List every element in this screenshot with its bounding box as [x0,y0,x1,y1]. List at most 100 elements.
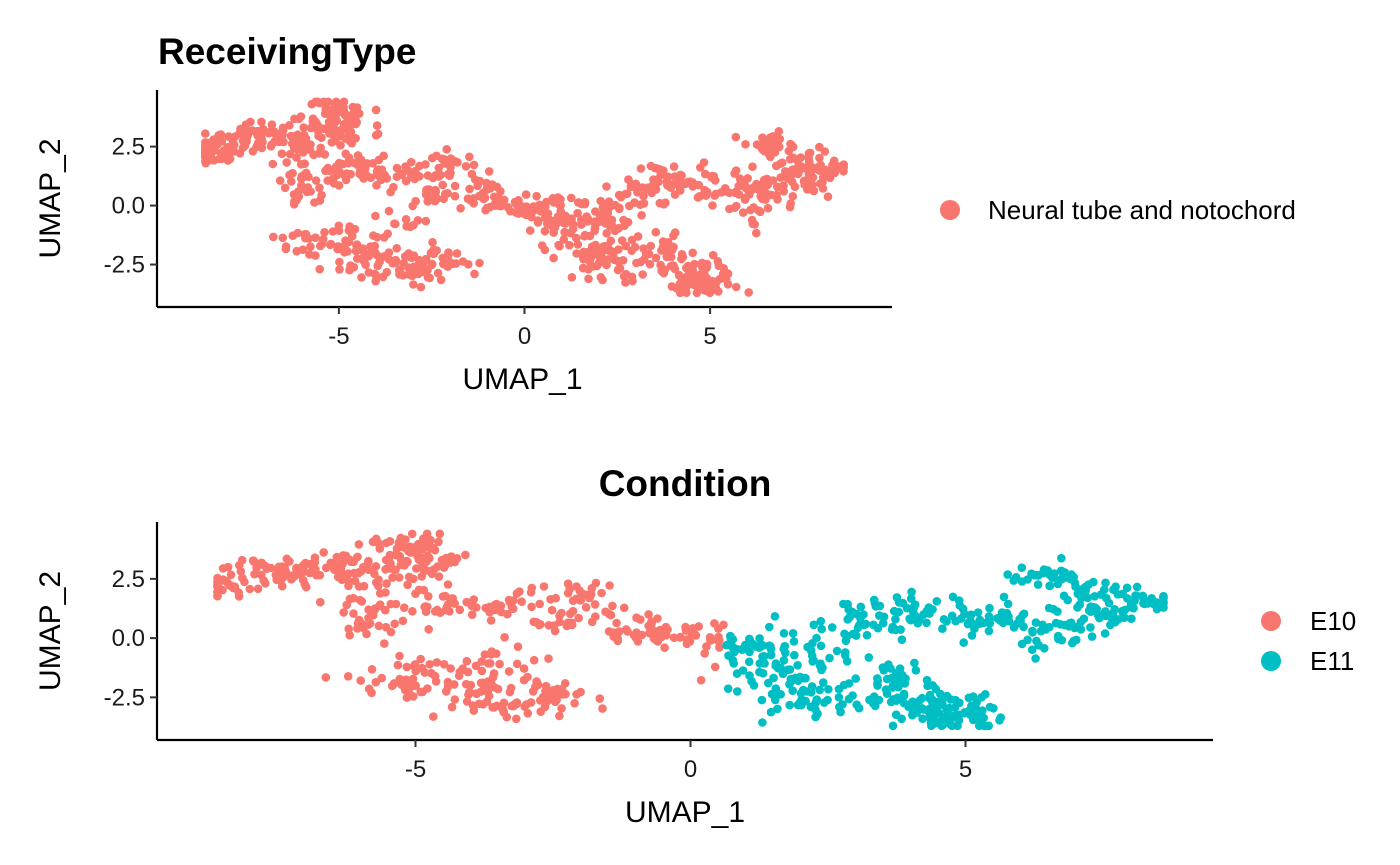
scatter-point [938,624,947,633]
scatter-point [689,279,699,289]
scatter-point [1023,575,1032,584]
scatter-point [434,537,443,547]
scatter-point [696,273,705,282]
scatter-point [417,572,427,581]
scatter-point [544,654,553,663]
scatter-point [266,563,276,573]
scatter-point [759,175,769,185]
scatter-point [711,189,721,199]
scatter-point [330,565,339,574]
scatter-point [236,124,245,134]
scatter-point [371,211,380,221]
scatter-point [598,275,607,285]
scatter-point [770,612,780,621]
scatter-point [343,672,353,681]
scatter-point [827,623,837,632]
scatter-point [832,163,842,173]
scatter-point [353,254,362,263]
scatter-point [288,168,297,178]
scatter-point [555,200,564,210]
scatter-point [550,697,560,707]
scatter-point [374,621,384,631]
scatter-point [793,661,802,670]
scatter-point [509,596,518,605]
scatter-point [395,551,405,561]
scatter-point [349,609,358,618]
scatter-point [766,152,775,162]
scatter-point [201,129,210,138]
scatter-point [758,718,767,727]
scatter-point [323,97,333,107]
scatter-point [425,660,435,669]
scatter-point [966,617,975,626]
scatter-point [835,702,844,712]
scatter-point [441,605,451,615]
scatter-point [848,691,857,700]
scatter-point [706,636,715,645]
scatter-point [765,622,774,632]
scatter-point [984,626,994,636]
scatter-point [311,251,320,260]
scatter-point [809,620,819,630]
scatter-point [332,170,342,180]
scatter-point [568,224,578,234]
scatter-point [955,601,965,610]
scatter-point [567,618,576,628]
scatter-point [1009,623,1019,632]
scatter-point [250,569,259,579]
scatter-point [591,240,600,250]
scatter-point [1045,581,1055,590]
scatter-point [688,248,697,258]
scatter-point [313,97,322,107]
scatter-point [341,175,351,185]
scatter-point [566,193,576,203]
scatter-point [511,199,521,209]
scatter-point [384,206,394,216]
scatter-point [985,615,994,624]
scatter-point [408,607,417,616]
scatter-point [489,669,499,678]
scatter-point [292,565,301,575]
scatter-point [432,246,442,255]
scatter-point [768,176,778,185]
scatter-point [713,636,723,645]
scatter-point [626,182,636,191]
scatter-point [790,650,799,660]
scatter-point [799,163,809,173]
scatter-point [819,678,828,687]
scatter-point [527,212,536,222]
scatter-point [1152,604,1162,614]
scatter-point [785,154,795,164]
scatter-point [834,693,844,702]
scatter-point [508,604,518,614]
scatter-point [512,699,521,709]
scatter-point [496,187,505,196]
scatter-point [292,246,302,256]
scatter-point [351,134,361,143]
scatter-point [623,217,633,227]
scatter-point [347,228,357,237]
scatter-point [401,675,411,684]
scatter-point [500,633,509,642]
scatter-point [760,659,769,668]
scatter-point [763,203,773,213]
scatter-point [387,681,397,691]
scatter-point [455,605,465,615]
scatter-point [856,602,866,612]
scatter-point [779,656,789,665]
scatter-point [619,603,629,613]
scatter-point [399,258,408,268]
scatter-point [289,143,299,153]
scatter-point [373,129,383,139]
scatter-point [579,263,588,273]
scatter-point [567,214,576,223]
scatter-point [646,241,656,251]
scatter-point [330,125,340,135]
scatter-point [788,686,797,695]
scatter-point [409,662,419,671]
scatter-point [732,201,741,211]
scatter-point [786,199,795,208]
scatter-point [230,140,239,150]
scatter-point [1073,589,1083,598]
scatter-point [240,577,249,587]
